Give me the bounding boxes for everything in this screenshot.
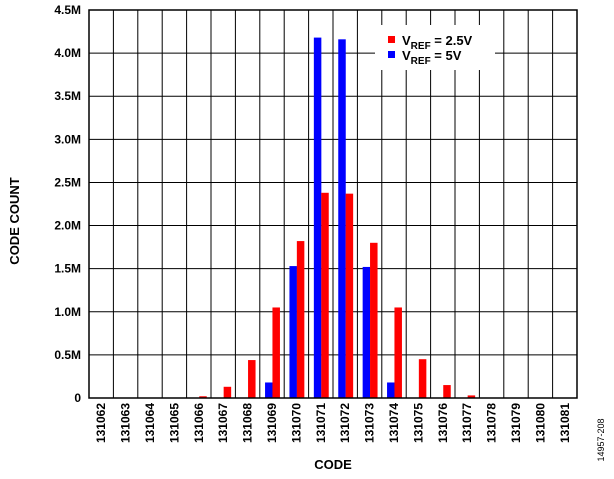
y-axis-title: CODE COUNT bbox=[7, 177, 22, 264]
x-tick-label: 131073 bbox=[363, 403, 377, 443]
bar-red-131076 bbox=[443, 385, 451, 398]
bar-red-131074 bbox=[394, 307, 402, 398]
bar-blue-131069 bbox=[265, 382, 273, 398]
plot-frame bbox=[88, 9, 578, 399]
y-tick-label: 3.0M bbox=[54, 132, 81, 146]
legend-label: VREF = 5V bbox=[402, 48, 462, 67]
x-axis-title: CODE bbox=[314, 457, 352, 472]
figure-id: 14957-208 bbox=[596, 418, 606, 461]
legend-swatch bbox=[388, 51, 395, 58]
x-tick-labels: 131062 131063 131064 131065 131066 131067 1310… bbox=[94, 403, 572, 443]
x-tick-label: 131081 bbox=[558, 403, 572, 443]
x-tick-label: 131076 bbox=[436, 403, 450, 443]
bar-blue-131071 bbox=[313, 37, 322, 398]
x-tick-label: 131080 bbox=[533, 403, 547, 443]
x-tick-label: 131066 bbox=[192, 403, 206, 443]
y-tick-label: 4.5M bbox=[54, 3, 81, 17]
bar-red-131067 bbox=[223, 386, 232, 398]
x-tick-label: 131067 bbox=[216, 403, 230, 443]
bar-red-131068 bbox=[248, 360, 256, 398]
bar-red-131069 bbox=[272, 307, 280, 398]
x-tick-label: 131077 bbox=[460, 403, 474, 443]
bar-red-131073 bbox=[370, 242, 378, 398]
y-tick-label: 1.0M bbox=[54, 305, 81, 319]
y-tick-label: 4.0M bbox=[54, 46, 81, 60]
y-tick-label: 3.5M bbox=[54, 89, 81, 103]
legend-label: VREF = 2.5V bbox=[402, 33, 473, 52]
bars bbox=[174, 37, 500, 399]
x-tick-label: 131078 bbox=[485, 403, 499, 443]
y-tick-label: 0 bbox=[74, 391, 81, 405]
x-tick-label: 131070 bbox=[289, 403, 303, 443]
y-tick-label: 0.5M bbox=[54, 348, 81, 362]
y-tick-label: 2.5M bbox=[54, 175, 81, 189]
bar-red-131075 bbox=[418, 359, 427, 398]
y-tick-labels: 0 0.5M 1.0M 1.5M 2.0M 2.5M 3.0M 3.5M 4.0M 4.5M bbox=[54, 3, 81, 405]
x-tick-label: 131068 bbox=[241, 403, 255, 443]
bar-red-131066 bbox=[199, 396, 207, 398]
x-tick-label: 131069 bbox=[265, 403, 279, 443]
x-tick-label: 131074 bbox=[387, 403, 401, 443]
x-tick-label: 131065 bbox=[167, 403, 181, 443]
x-tick-label: 131071 bbox=[314, 403, 328, 443]
x-tick-label: 131064 bbox=[143, 403, 157, 443]
bar-red-131077 bbox=[467, 395, 476, 398]
x-tick-label: 131072 bbox=[338, 403, 352, 443]
y-tick-label: 2.0M bbox=[54, 219, 81, 233]
bar-red-131071 bbox=[321, 192, 329, 398]
bar-red-131072 bbox=[345, 193, 354, 398]
bar-blue-131074 bbox=[387, 382, 395, 398]
bar-blue-131072 bbox=[338, 39, 346, 399]
y-tick-label: 1.5M bbox=[54, 262, 81, 276]
x-tick-label: 131075 bbox=[411, 403, 425, 443]
legend-swatch bbox=[388, 36, 395, 43]
x-tick-label: 131063 bbox=[119, 403, 133, 443]
bar-blue-131070 bbox=[289, 266, 297, 398]
x-tick-label: 131079 bbox=[509, 403, 523, 443]
bar-blue-131073 bbox=[362, 266, 371, 398]
legend-box bbox=[375, 25, 495, 70]
bar-red-131070 bbox=[296, 241, 305, 398]
grid-lines bbox=[89, 10, 577, 398]
x-tick-label: 131062 bbox=[94, 403, 108, 443]
